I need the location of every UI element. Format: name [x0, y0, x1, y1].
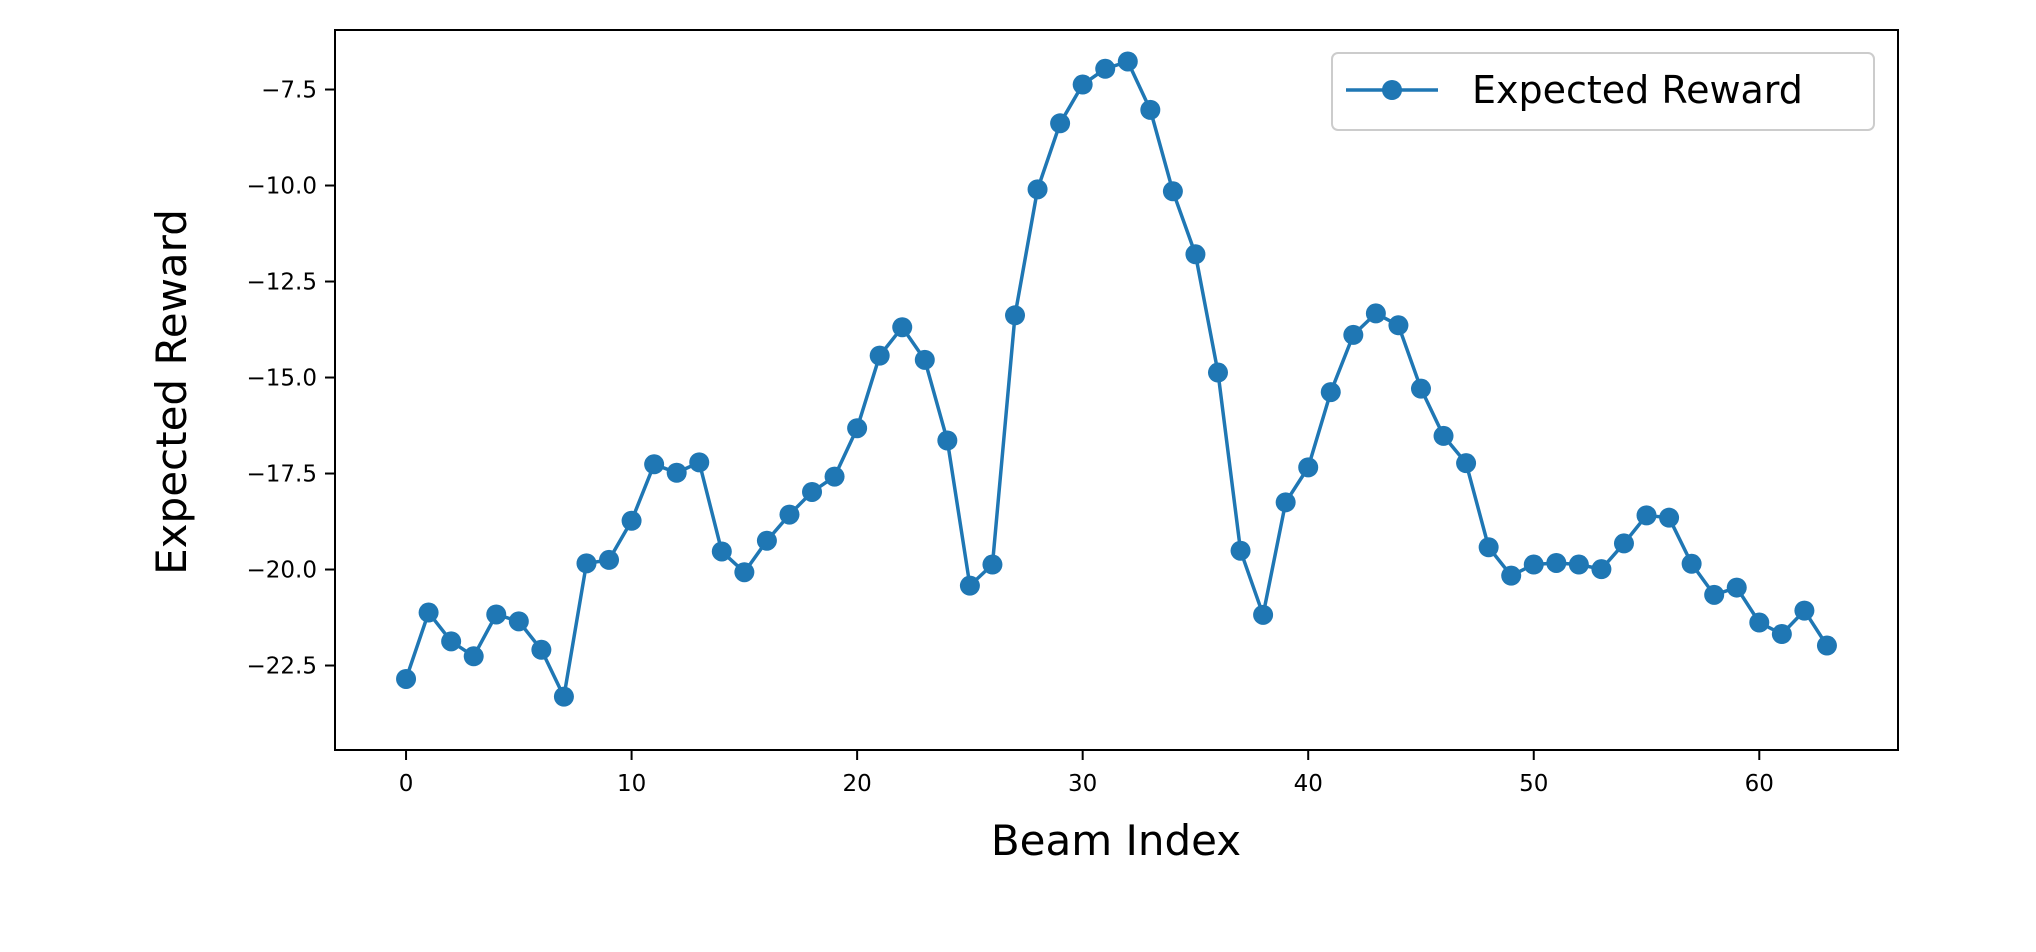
y-axis-ticks: −22.5 −20.0 −17.5 −15.0 −12.5 −10.0 −7.5	[247, 78, 335, 680]
data-point	[1365, 303, 1386, 324]
data-point	[1027, 179, 1048, 200]
data-point	[1185, 244, 1206, 265]
data-point	[486, 604, 507, 625]
y-tick-label: −22.5	[247, 654, 317, 680]
legend-entry-expected-reward: Expected Reward	[1472, 68, 1803, 112]
x-tick-label: 10	[617, 771, 646, 797]
data-point	[1794, 600, 1815, 621]
x-axis-label: Beam Index	[991, 816, 1241, 865]
data-point	[1613, 533, 1634, 554]
data-point	[1072, 74, 1093, 95]
legend-marker-swatch	[1382, 80, 1402, 100]
data-point	[396, 668, 417, 689]
data-point	[824, 466, 845, 487]
data-point	[644, 454, 665, 475]
x-tick-label: 40	[1294, 771, 1323, 797]
y-tick-label: −17.5	[247, 462, 317, 488]
data-point	[892, 317, 913, 338]
y-tick-label: −15.0	[247, 366, 317, 392]
data-point	[508, 611, 529, 632]
data-point	[1704, 584, 1725, 605]
data-point	[734, 562, 755, 583]
data-point	[1568, 554, 1589, 575]
data-point	[847, 418, 868, 439]
data-point	[1162, 181, 1183, 202]
data-point	[1253, 604, 1274, 625]
data-point	[1771, 624, 1792, 645]
data-point	[1050, 113, 1071, 134]
data-point	[1749, 612, 1770, 633]
data-point	[1410, 378, 1431, 399]
data-point	[756, 530, 777, 551]
data-point	[869, 345, 890, 366]
x-tick-label: 60	[1745, 771, 1774, 797]
data-point	[959, 575, 980, 596]
y-tick-label: −20.0	[247, 558, 317, 584]
data-point	[1117, 51, 1138, 72]
data-point	[1230, 540, 1251, 561]
data-point	[802, 481, 823, 502]
data-point	[1095, 58, 1116, 79]
y-axis-label: Expected Reward	[147, 209, 196, 575]
x-tick-label: 0	[399, 771, 414, 797]
data-point	[1343, 324, 1364, 345]
data-point	[531, 639, 552, 660]
data-point	[1433, 425, 1454, 446]
data-point	[1816, 635, 1837, 656]
data-point	[441, 631, 462, 652]
data-point	[1298, 457, 1319, 478]
series-line-expected-reward	[404, 59, 1829, 699]
x-axis-ticks: 0 10 20 30 40 50 60	[399, 750, 1774, 797]
y-tick-label: −12.5	[247, 270, 317, 296]
data-point	[779, 504, 800, 525]
data-point	[1456, 453, 1477, 474]
data-point	[576, 553, 597, 574]
x-tick-label: 30	[1068, 771, 1097, 797]
data-point	[463, 646, 484, 667]
data-point	[914, 349, 935, 370]
data-point	[621, 510, 642, 531]
data-point	[1523, 554, 1544, 575]
data-point	[1388, 315, 1409, 336]
data-point	[1591, 559, 1612, 580]
data-point	[1636, 505, 1657, 526]
y-tick-label: −7.5	[261, 78, 317, 104]
data-point	[1207, 362, 1228, 383]
data-point	[1005, 305, 1026, 326]
data-point	[1546, 552, 1567, 573]
legend: Expected Reward	[1331, 52, 1875, 131]
plot-frame	[334, 29, 1899, 751]
data-point	[689, 452, 710, 473]
series-layer	[396, 51, 1837, 707]
legend-box	[1331, 52, 1875, 131]
data-point	[599, 549, 620, 570]
data-point	[1140, 99, 1161, 120]
data-point	[937, 430, 958, 451]
y-tick-label: −10.0	[247, 174, 317, 200]
data-point	[1659, 507, 1680, 528]
data-point	[1501, 565, 1522, 586]
data-point	[711, 541, 732, 562]
data-point	[1726, 577, 1747, 598]
data-point	[982, 554, 1003, 575]
x-tick-label: 50	[1519, 771, 1548, 797]
data-point	[553, 686, 574, 707]
x-tick-label: 20	[842, 771, 871, 797]
data-point	[1320, 382, 1341, 403]
data-point	[1478, 537, 1499, 558]
data-point	[666, 462, 687, 483]
data-point	[418, 602, 439, 623]
plot-area: 0 10 20 30 40 50 60 −22.5−20.0−17.5−15.0−12.5−…	[247, 29, 1899, 797]
data-point	[1275, 492, 1296, 513]
data-point	[1681, 553, 1702, 574]
